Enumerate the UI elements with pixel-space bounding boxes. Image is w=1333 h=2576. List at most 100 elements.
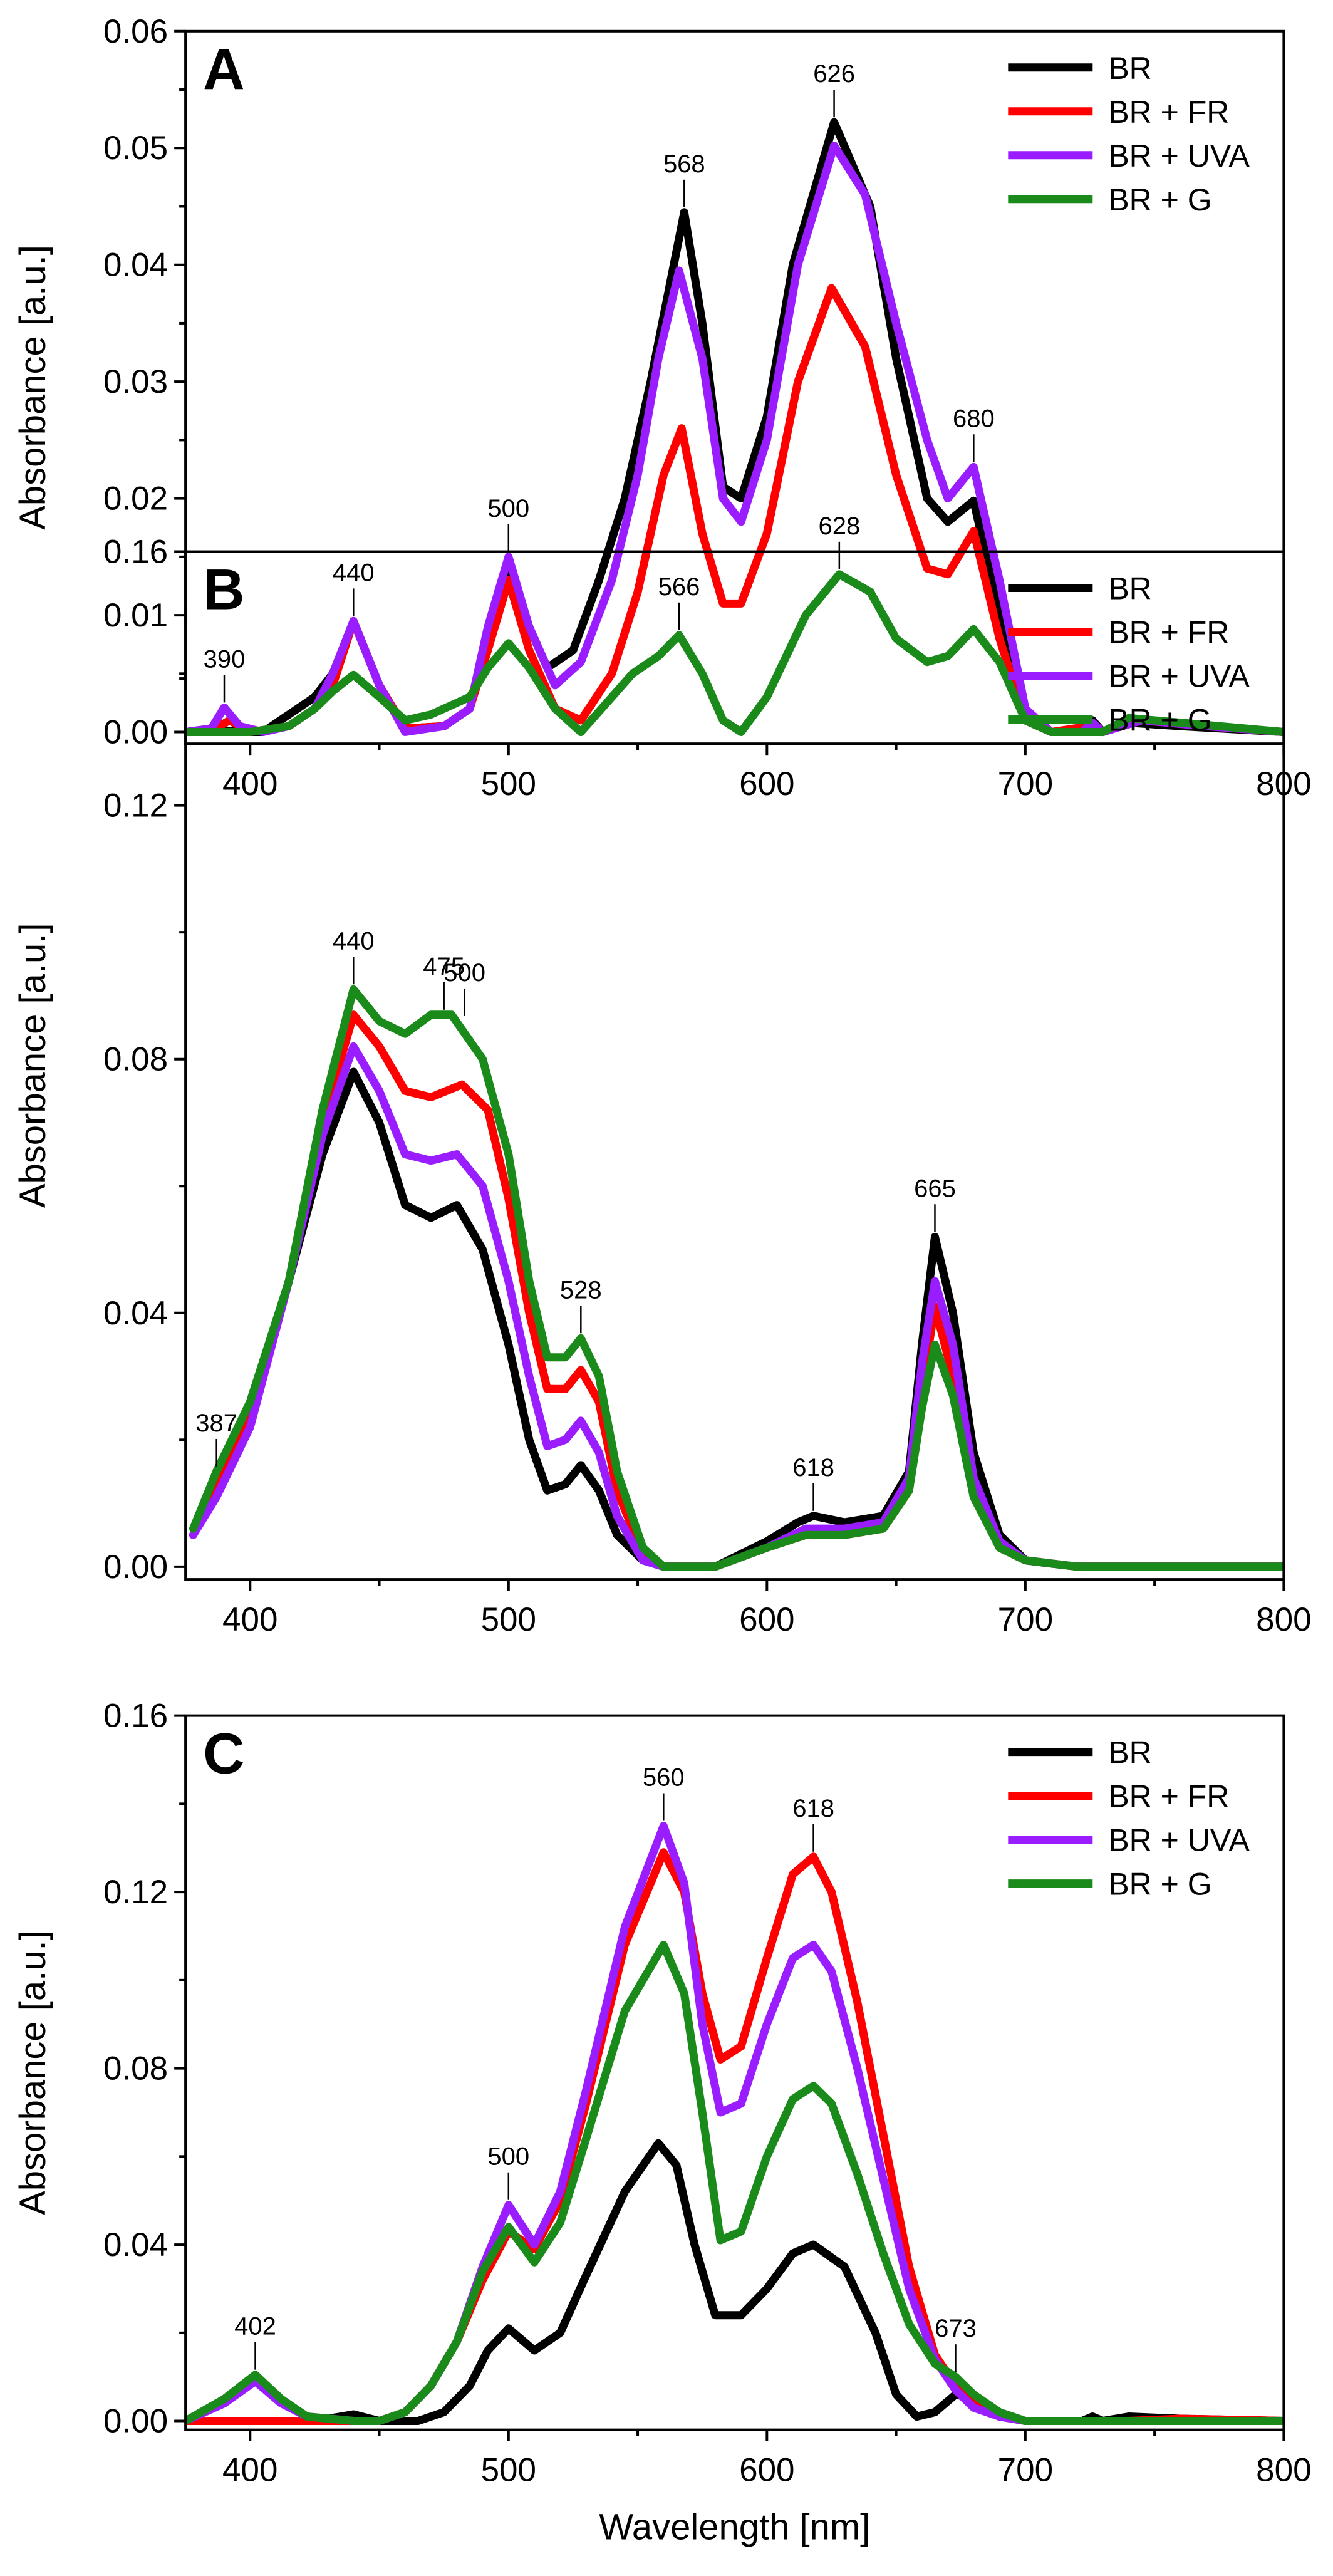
legend-label: BR + UVA	[1108, 659, 1250, 694]
y-tick-label: 0.01	[103, 597, 168, 634]
legend-label: BR + UVA	[1108, 1823, 1250, 1858]
y-tick-label: 0.12	[103, 787, 168, 824]
y-tick-label: 0.00	[103, 1549, 168, 1586]
x-tick-label: 600	[739, 2452, 794, 2489]
panel-letter: C	[203, 1722, 244, 1786]
legend-label: BR + FR	[1108, 1779, 1229, 1814]
y-tick-label: 0.16	[103, 1698, 168, 1735]
y-tick-label: 0.08	[103, 2050, 168, 2087]
panel-letter: B	[203, 558, 244, 622]
annotation-label: 628	[818, 512, 860, 540]
x-tick-label: 600	[739, 1601, 794, 1638]
y-axis-title: Absorbance [a.u.]	[13, 245, 53, 530]
series-line-br-uva	[185, 142, 1284, 736]
x-tick-label: 400	[222, 1601, 277, 1638]
legend-label: BR	[1108, 571, 1151, 606]
panel-c: C Absorbance [a.u.] Wavelength [nm] 400 5…	[13, 1698, 1312, 2548]
peak-annotation: 618	[792, 1795, 834, 1852]
legend: BR BR + FR BR + UVA BR + G	[1008, 571, 1250, 738]
annotation-label: 387	[195, 1410, 237, 1437]
peak-annotation: 475	[423, 953, 465, 1010]
peak-annotation: 402	[234, 2313, 276, 2370]
y-tick-label: 0.02	[103, 480, 168, 517]
panel-b: B Absorbance [a.u.] 400 500 600 700 800 0.00 0…	[13, 534, 1312, 1639]
peak-annotation: 500	[443, 959, 485, 1016]
annotation-label: 673	[935, 2315, 977, 2342]
peak-annotation: 618	[792, 1454, 834, 1511]
series-lines	[189, 985, 1284, 1571]
y-tick-label: 0.06	[103, 13, 168, 50]
annotation-label: 390	[204, 645, 246, 673]
annotation-label: 626	[813, 60, 855, 88]
legend-label: BR	[1108, 1735, 1151, 1770]
y-tick-label: 0.16	[103, 534, 168, 571]
legend-label: BR + G	[1108, 1867, 1211, 1902]
peak-annotation: 387	[195, 1410, 237, 1467]
peak-annotation: 665	[914, 1175, 956, 1232]
y-tick-label: 0.12	[103, 1874, 168, 1911]
peak-annotation: 568	[663, 150, 705, 207]
legend-label: BR + G	[1108, 182, 1211, 217]
peak-annotation: 440	[333, 927, 375, 985]
series-line-br-g	[189, 985, 1284, 1571]
annotation-label: 568	[663, 150, 705, 178]
annotation-label: 402	[234, 2313, 276, 2340]
series-line-br-g	[185, 570, 1284, 736]
x-axis-title: Wavelength [nm]	[599, 2507, 870, 2548]
peak-annotation: 626	[813, 60, 855, 118]
peak-annotation: 500	[487, 495, 529, 552]
y-tick-label: 0.03	[103, 363, 168, 400]
annotation-label: 440	[333, 927, 375, 955]
y-tick-label: 0.04	[103, 247, 168, 284]
x-tick-label: 700	[998, 1601, 1053, 1638]
series-line-br-uva	[189, 1042, 1284, 1571]
annotation-label: 500	[487, 2143, 529, 2171]
y-axis-title: Absorbance [a.u.]	[13, 923, 53, 1208]
plot-frame	[184, 1714, 1285, 2431]
y-tick-label: 0.04	[103, 2226, 168, 2263]
legend-label: BR + UVA	[1108, 138, 1250, 174]
x-tick-label: 400	[222, 2452, 277, 2489]
legend-label: BR + G	[1108, 703, 1211, 738]
panel-letter: A	[203, 38, 244, 101]
peak-annotation: 628	[818, 512, 860, 569]
series-line-br	[189, 1067, 1284, 1571]
peak-annotation: 528	[560, 1276, 602, 1334]
peak-annotation: 390	[204, 645, 246, 703]
annotation-label: 680	[953, 405, 995, 432]
peak-annotation: 680	[953, 405, 995, 462]
annotation-label: 618	[792, 1454, 834, 1482]
peak-annotation: 560	[643, 1764, 685, 1821]
peak-annotation: 440	[333, 559, 375, 616]
plot-frame	[184, 29, 1285, 745]
legend-label: BR	[1108, 51, 1151, 86]
x-tick-label: 800	[1256, 2452, 1311, 2489]
annotation-label: 665	[914, 1175, 956, 1202]
annotation-label: 440	[333, 559, 375, 586]
annotation-label: 475	[423, 953, 465, 980]
x-tick-label: 700	[998, 766, 1053, 802]
series-line-br-g	[185, 1941, 1284, 2425]
x-tick-label: 500	[481, 2452, 536, 2489]
panel-a: A Absorbance [a.u.] 400 500 600 700 8000.000…	[13, 13, 1312, 802]
legend-label: BR + FR	[1108, 95, 1229, 130]
x-tick-label: 400	[222, 766, 277, 802]
x-tick-label: 500	[481, 1601, 536, 1638]
peak-annotation: 566	[658, 573, 700, 630]
x-tick-label: 700	[998, 2452, 1053, 2489]
y-tick-label: 0.00	[103, 714, 168, 751]
plot-frame	[184, 550, 1285, 1581]
annotation-label: 500	[443, 959, 485, 987]
annotation-label: 560	[643, 1764, 685, 1792]
x-tick-label: 500	[481, 766, 536, 802]
annotation-label: 618	[792, 1795, 834, 1822]
legend-label: BR + FR	[1108, 615, 1229, 650]
y-tick-label: 0.05	[103, 130, 168, 167]
peak-annotation: 673	[935, 2315, 977, 2372]
y-tick-label: 0.00	[103, 2403, 168, 2440]
legend: BR BR + FR BR + UVA BR + G	[1008, 1735, 1250, 1902]
x-tick-label: 800	[1256, 1601, 1311, 1638]
y-axis-title: Absorbance [a.u.]	[13, 1930, 53, 2215]
